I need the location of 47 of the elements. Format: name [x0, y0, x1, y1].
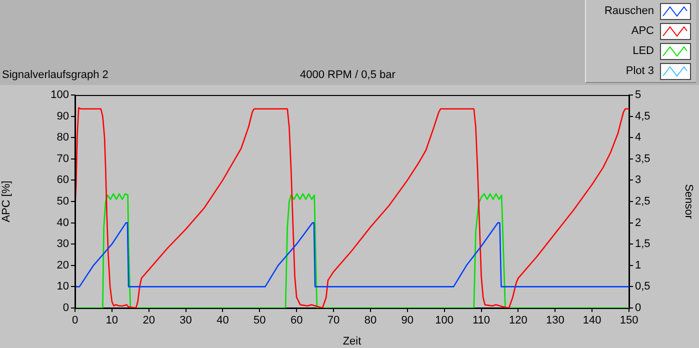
x-tick-label: 130 [546, 314, 564, 327]
x-tick-label: 150 [620, 314, 638, 327]
y-tick-label: 0 [62, 302, 69, 314]
y-tick-label: 10 [56, 280, 69, 293]
y-tick-label: 50 [56, 196, 69, 208]
y-tick-label: 100 [50, 89, 69, 102]
x-tick-label: 80 [364, 314, 377, 327]
y2-tick-label: 4 [635, 132, 642, 144]
x-tick-label: 0 [72, 314, 78, 327]
y-tick-label: 40 [56, 216, 69, 229]
chart-title: Signalverlaufsgraph 2 [2, 69, 108, 81]
legend-label: Plot 3 [626, 65, 654, 78]
y2-tick-label: 2 [635, 216, 642, 229]
x-tick-label: 50 [254, 314, 266, 327]
y2-tick-label: 1,5 [635, 238, 650, 250]
x-tick-label: 30 [180, 314, 192, 327]
y2-tick-label: 0 [635, 302, 642, 314]
y2-tick-label: 3 [635, 174, 642, 186]
x-tick-label: 70 [327, 314, 340, 327]
y-tick-label: 70 [56, 152, 69, 165]
x-tick-label: 100 [435, 314, 454, 327]
x-tick-label: 90 [401, 314, 414, 327]
x-tick-label: 120 [509, 314, 528, 327]
legend-label: Rauschen [604, 5, 654, 18]
y-tick-label: 90 [56, 110, 69, 122]
x-tick-label: 140 [582, 314, 602, 327]
y2-tick-label: 2,5 [635, 196, 650, 208]
x-tick-label: 110 [472, 314, 490, 327]
y-axis-title: APC [%] [0, 180, 13, 222]
chart-subtitle: 4000 RPM / 0,5 bar [300, 69, 396, 81]
x-tick-label: 60 [290, 314, 303, 327]
legend-label: LED [632, 45, 654, 58]
y2-tick-label: 0,5 [635, 280, 650, 293]
y2-tick-label: 5 [635, 89, 642, 102]
y-tick-label: 80 [56, 132, 69, 144]
y2-axis-title: Sensor [682, 184, 694, 220]
y-tick-label: 30 [56, 238, 69, 250]
y2-tick-label: 3,5 [635, 152, 650, 165]
y2-tick-label: 1 [635, 259, 642, 272]
x-tick-label: 10 [106, 314, 118, 327]
y2-tick-label: 4,5 [635, 110, 650, 122]
legend-label: APC [631, 25, 654, 38]
x-axis-title: Zeit [342, 335, 362, 348]
y-tick-label: 60 [56, 174, 69, 186]
y-tick-label: 20 [56, 259, 69, 272]
x-tick-label: 40 [216, 314, 229, 327]
x-tick-label: 20 [142, 314, 155, 327]
